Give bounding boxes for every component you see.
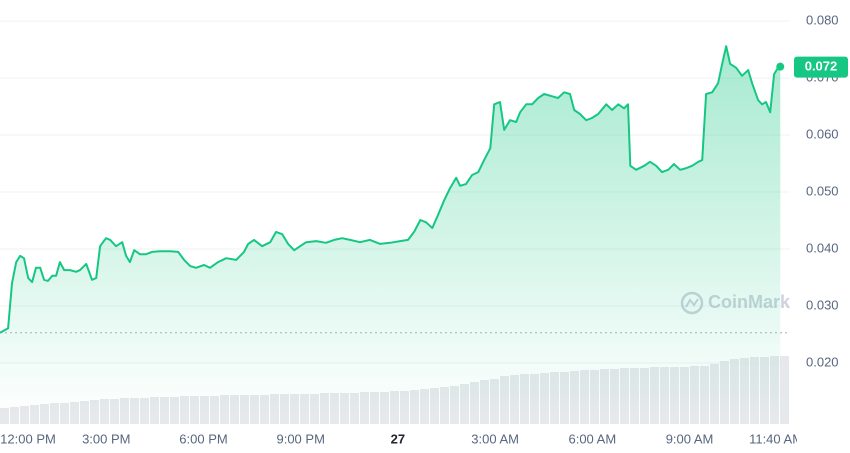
x-tick-label: 9:00 PM [276, 431, 324, 446]
x-tick-label: 9:00 AM [666, 431, 714, 446]
x-tick-label: 27 [391, 431, 405, 446]
y-tick-label: 0.020 [806, 354, 839, 369]
plot-area: CoinMarketCap [0, 45, 790, 420]
y-tick-label: 0.060 [806, 126, 839, 141]
x-tick-label: 3:00 PM [82, 431, 130, 446]
price-line [0, 45, 781, 334]
x-tick-label: 6:00 PM [179, 431, 227, 446]
volume-bar [780, 356, 789, 424]
x-tick-label: 12:00 PM [0, 431, 56, 446]
price-tag [794, 56, 848, 78]
x-tick-label: 11:40 AM [749, 431, 803, 446]
x-tick-label: 6:00 AM [568, 431, 616, 446]
price-tag-label: 0.072 [805, 59, 838, 74]
last-price-dot [776, 62, 785, 71]
y-tick-label: 0.040 [806, 240, 839, 255]
y-tick-label: 0.080 [806, 13, 839, 28]
y-tick-label: 0.050 [806, 183, 839, 198]
x-tick-label: 3:00 AM [471, 431, 519, 446]
x-axis: 12:00 PM 3:00 PM 6:00 PM 9:00 PM 27 3:00 AM 6:… [0, 431, 803, 446]
y-tick-label: 0.030 [806, 297, 839, 312]
area-fill [0, 46, 781, 420]
